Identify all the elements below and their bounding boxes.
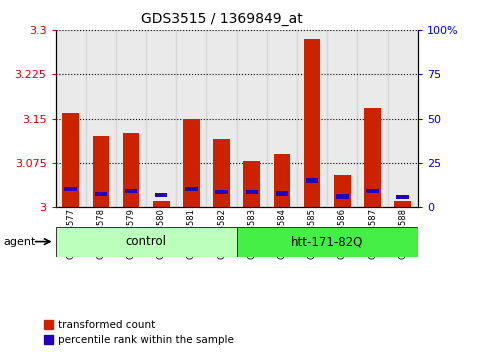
Bar (86, 30, 116, 207)
Bar (153, 201, 170, 207)
Bar (125, 188, 137, 193)
Bar (185, 187, 198, 192)
Bar (215, 190, 228, 194)
Bar (388, 30, 418, 207)
Bar (146, 30, 176, 207)
Text: htt-171-82Q: htt-171-82Q (291, 235, 363, 248)
Bar (64, 187, 77, 192)
Bar (306, 178, 318, 183)
Bar (395, 201, 411, 207)
Bar (245, 190, 258, 194)
Bar (155, 193, 168, 197)
Bar (93, 136, 109, 207)
Bar (243, 161, 260, 207)
Legend: transformed count, percentile rank within the sample: transformed count, percentile rank withi… (44, 320, 234, 345)
Bar (183, 119, 199, 207)
Bar (123, 133, 139, 207)
Bar (56, 30, 86, 207)
Bar (116, 30, 146, 207)
Bar (176, 30, 207, 207)
Bar (237, 30, 267, 207)
Text: agent: agent (4, 236, 36, 247)
Bar (207, 30, 237, 207)
Bar (213, 139, 230, 207)
Bar (304, 39, 320, 207)
Bar (327, 30, 357, 207)
Bar (397, 195, 409, 199)
Bar (276, 192, 288, 195)
Bar (267, 30, 297, 207)
Bar (56, 227, 237, 257)
Bar (336, 194, 349, 199)
Bar (366, 188, 379, 193)
Bar (357, 30, 388, 207)
Bar (274, 154, 290, 207)
Bar (297, 30, 327, 207)
Text: control: control (126, 235, 167, 248)
Bar (364, 108, 381, 207)
Bar (237, 227, 418, 257)
Bar (95, 192, 107, 196)
Bar (62, 113, 79, 207)
Bar (334, 175, 351, 207)
Text: GDS3515 / 1369849_at: GDS3515 / 1369849_at (142, 12, 303, 27)
